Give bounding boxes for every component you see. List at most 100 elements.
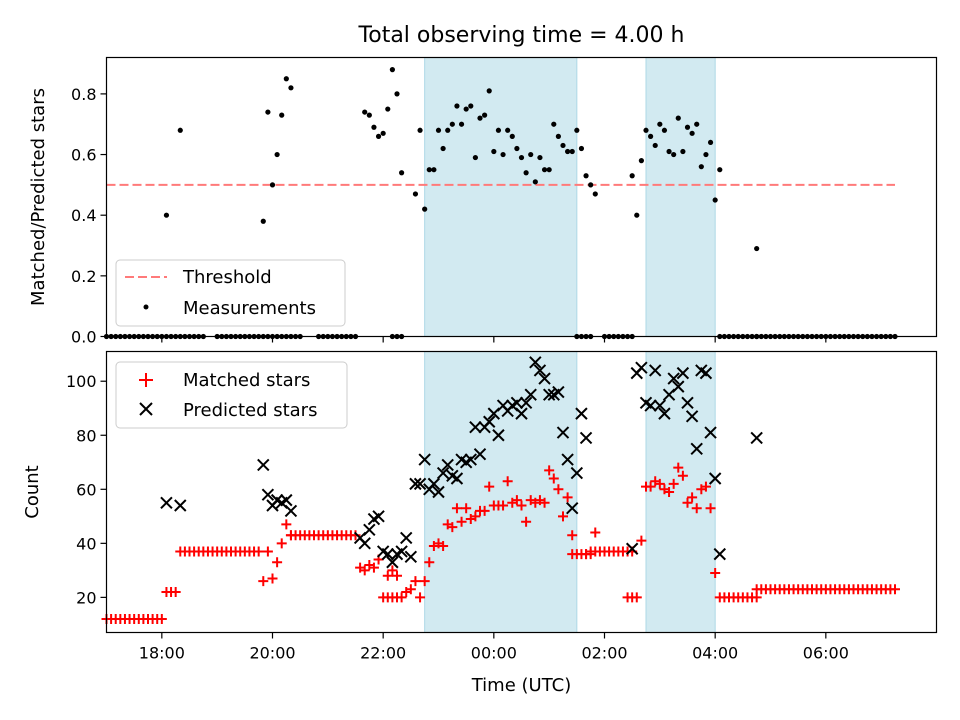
- matched-marker: [700, 481, 711, 492]
- matched-marker: [691, 503, 702, 514]
- measurement-point: [588, 182, 594, 188]
- predicted-marker: [658, 407, 671, 420]
- measurement-point: [671, 151, 677, 158]
- predicted-marker: [284, 504, 298, 518]
- measurement-point: [399, 170, 405, 176]
- ratio-y-tick-label: 0.8: [71, 85, 96, 104]
- measurement-point: [269, 182, 276, 188]
- measurement-point: [638, 158, 644, 164]
- measurement-point: [652, 142, 658, 149]
- matched-marker: [424, 557, 435, 568]
- matched-marker: [419, 576, 430, 587]
- observing-window: [645, 351, 716, 633]
- figure-title: Total observing time = 4.00 h: [358, 23, 685, 48]
- measurement-point: [537, 154, 543, 161]
- matched-marker: [253, 546, 264, 557]
- matched-marker: [558, 511, 568, 522]
- measurement-point: [689, 130, 695, 136]
- measurement-point: [394, 91, 400, 97]
- observing-window: [645, 57, 716, 337]
- measurement-point: [523, 170, 529, 176]
- count-x-tick-label: 20:00: [249, 644, 295, 663]
- predicted-marker: [667, 372, 680, 385]
- measurement-point: [643, 127, 649, 133]
- predicted-marker: [538, 372, 551, 385]
- predicted-marker: [464, 453, 477, 466]
- predicted-marker: [418, 453, 431, 466]
- predicted-legend-label: Predicted stars: [183, 400, 317, 421]
- measurement-point: [675, 115, 681, 121]
- matched-marker: [654, 478, 665, 489]
- predicted-marker: [524, 388, 537, 401]
- measurement-point: [583, 173, 589, 179]
- predicted-marker: [441, 458, 454, 472]
- matched-marker: [677, 470, 688, 481]
- measurement-point: [495, 127, 502, 133]
- predicted-marker: [257, 458, 270, 472]
- measurements-legend-label: Measurements: [183, 298, 316, 319]
- predicted-marker: [413, 477, 427, 491]
- predicted-marker: [681, 396, 694, 410]
- matched-marker: [447, 522, 458, 533]
- matched-marker: [502, 476, 513, 487]
- count-x-tick-label: 22:00: [360, 644, 406, 663]
- measurement-point: [528, 151, 534, 158]
- matched-marker: [710, 568, 721, 579]
- matched-marker: [516, 500, 527, 511]
- matched-legend-label: Matched stars: [183, 370, 310, 391]
- measurement-point: [509, 133, 515, 139]
- measurement-point: [163, 212, 170, 218]
- matched-marker: [368, 562, 379, 573]
- measurement-point: [666, 148, 672, 155]
- predicted-marker: [635, 361, 648, 374]
- matched-marker: [581, 549, 592, 560]
- measurement-point: [634, 212, 640, 218]
- matched-marker: [631, 592, 642, 603]
- matched-marker: [272, 557, 283, 568]
- predicted-marker: [395, 545, 408, 558]
- predicted-marker: [653, 399, 667, 412]
- predicted-marker: [363, 523, 376, 537]
- measurement-point: [482, 112, 488, 118]
- measurement-point: [426, 167, 432, 173]
- measurements-legend-swatch: [143, 304, 149, 310]
- predicted-marker: [685, 410, 699, 423]
- x-axis-label: Time (UTC): [471, 675, 572, 696]
- measurement-point: [288, 85, 294, 91]
- count-y-tick-label: 80: [76, 426, 96, 445]
- predicted-marker: [427, 477, 441, 491]
- measurement-point: [431, 167, 437, 173]
- predicted-marker: [473, 447, 487, 461]
- matched-marker: [461, 503, 472, 514]
- count-y-tick-label: 40: [76, 534, 96, 553]
- ratio-y-tick-label: 0.0: [71, 328, 96, 347]
- predicted-marker: [708, 472, 722, 485]
- count-y-tick-label: 100: [66, 372, 97, 391]
- matched-marker: [521, 516, 532, 527]
- predicted-marker: [160, 496, 173, 510]
- predicted-marker: [690, 442, 703, 455]
- predicted-marker: [533, 364, 547, 377]
- predicted-marker: [174, 499, 187, 512]
- measurement-point: [565, 148, 571, 155]
- predicted-marker: [649, 364, 662, 377]
- matched-marker: [382, 570, 393, 581]
- count-panel: 20 40 60 80 100 18:00 20:00 22:00 00:00 02:00 04:…: [22, 350, 938, 696]
- measurement-point: [422, 206, 428, 212]
- measurement-point: [366, 112, 372, 118]
- matched-marker: [539, 497, 550, 508]
- measurement-point: [541, 167, 548, 173]
- measurement-point: [454, 103, 460, 109]
- measurement-point: [707, 139, 714, 146]
- matched-marker: [415, 592, 426, 603]
- measurement-point: [449, 121, 455, 127]
- measurement-point: [468, 103, 474, 109]
- matched-marker: [645, 481, 656, 492]
- matched-marker: [456, 516, 467, 527]
- measurement-point: [574, 127, 580, 133]
- matched-marker: [511, 495, 522, 506]
- measurement-point: [648, 133, 654, 139]
- measurement-point: [505, 127, 511, 133]
- ratio-panel-frame: [105, 56, 938, 338]
